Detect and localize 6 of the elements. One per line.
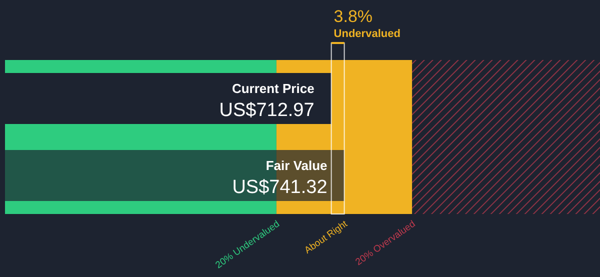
text: Undervalued — [334, 28, 400, 40]
text: 3.8% — [334, 7, 373, 26]
y-tick-label: Current Price — [232, 81, 314, 96]
data-label: US$712.97 — [219, 100, 314, 121]
y-tick-label: Fair Value — [266, 158, 328, 173]
data-label: US$741.32 — [232, 177, 328, 198]
